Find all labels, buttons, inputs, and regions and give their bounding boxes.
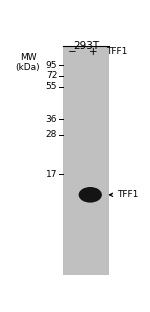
Text: 28: 28	[46, 130, 57, 139]
Text: 95: 95	[46, 61, 57, 70]
Text: 293T: 293T	[73, 41, 99, 51]
Text: +: +	[89, 47, 98, 57]
Text: 72: 72	[46, 71, 57, 80]
Text: 36: 36	[46, 115, 57, 124]
Text: 55: 55	[46, 82, 57, 91]
Text: TFF1: TFF1	[106, 47, 127, 56]
Ellipse shape	[79, 187, 102, 202]
Text: TFF1: TFF1	[117, 190, 138, 199]
Text: −: −	[68, 47, 77, 57]
Text: MW
(kDa): MW (kDa)	[16, 53, 40, 72]
Text: 17: 17	[46, 170, 57, 179]
FancyBboxPatch shape	[63, 46, 110, 275]
